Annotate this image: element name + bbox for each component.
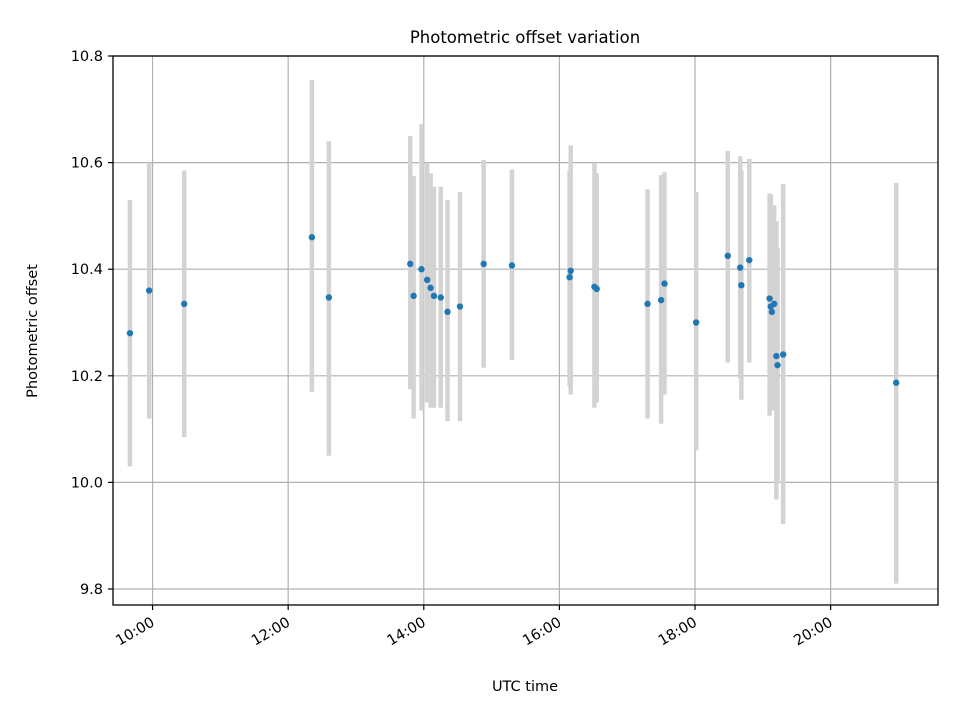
y-tick-label: 10.0: [71, 475, 103, 491]
data-point: [444, 308, 451, 316]
chart-title: Photometric offset variation: [410, 28, 640, 47]
data-point: [427, 284, 434, 292]
data-point: [766, 295, 773, 302]
y-tick-label: 10.4: [71, 262, 103, 278]
y-axis-label: Photometric offset: [25, 264, 41, 398]
y-axis-ticks: 9.8 10.0 10.2 10.4 10.6 10.8: [71, 49, 113, 598]
data-point: [738, 281, 745, 289]
data-point: [567, 267, 574, 275]
data-point: [724, 252, 731, 260]
y-tick-label: 9.8: [80, 582, 103, 598]
data-point: [508, 262, 516, 269]
x-axis-label: UTC time: [492, 679, 558, 695]
data-point: [644, 300, 651, 308]
data-point: [423, 276, 431, 284]
data-point: [657, 296, 665, 304]
data-point: [737, 264, 744, 271]
data-point: [892, 379, 900, 386]
data-point: [566, 273, 573, 281]
data-point: [145, 287, 153, 294]
data-point: [325, 294, 333, 301]
data-point: [418, 266, 425, 273]
data-point: [773, 352, 780, 360]
data-point: [774, 361, 781, 369]
y-tick-label: 10.6: [71, 156, 103, 172]
data-point: [456, 303, 464, 310]
data-point: [430, 292, 438, 300]
data-point: [661, 280, 668, 287]
data-point: [180, 300, 188, 308]
data-point: [768, 308, 776, 316]
plot-frame: [112, 55, 939, 606]
data-point: [480, 260, 487, 268]
data-point: [308, 234, 316, 241]
data-point: [746, 256, 753, 264]
data-point: [407, 260, 414, 268]
y-tick-label: 10.2: [71, 369, 103, 385]
data-points: [126, 234, 900, 386]
data-point: [410, 292, 417, 300]
data-point: [593, 285, 600, 293]
y-tick-label: 10.8: [71, 49, 103, 65]
data-point: [779, 351, 787, 358]
data-point: [770, 300, 778, 308]
data-point: [692, 319, 700, 326]
data-point: [126, 329, 134, 337]
data-point: [437, 294, 444, 301]
